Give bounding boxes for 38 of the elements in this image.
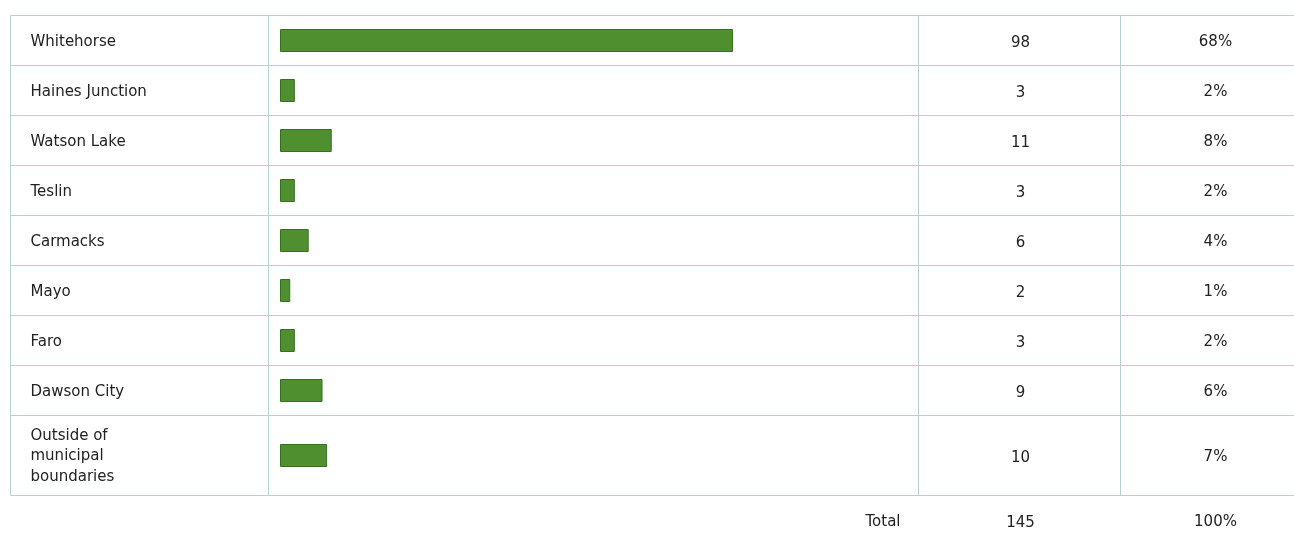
text: 4% <box>1203 231 1228 250</box>
text: 6% <box>1203 381 1228 400</box>
bar <box>280 129 332 152</box>
bar <box>280 329 295 352</box>
text: 2% <box>1203 81 1228 100</box>
y-tick-label: Whitehorse <box>30 31 117 50</box>
y-tick-label: Watson Lake <box>30 131 126 150</box>
data-label: 6 <box>1015 232 1026 251</box>
y-tick-label: Dawson City <box>30 381 125 400</box>
y-tick-label: Faro <box>30 331 62 350</box>
data-label: 9 <box>1015 382 1026 401</box>
y-tick-label: Mayo <box>30 281 71 300</box>
data-label: 2 <box>1015 282 1026 301</box>
data-label: 10 <box>1010 447 1031 466</box>
data-label: 3 <box>1015 182 1026 201</box>
bar <box>280 29 733 52</box>
text: 1% <box>1203 281 1228 300</box>
data-label: 3 <box>1015 332 1026 351</box>
text: 8% <box>1203 131 1228 150</box>
text: 2% <box>1203 331 1228 350</box>
y-tick-label: Outside of municipal boundaries <box>30 425 115 486</box>
y-tick-label: Carmacks <box>30 231 105 250</box>
data-label: 98 <box>1010 32 1031 51</box>
text: 7% <box>1203 446 1228 465</box>
bar <box>280 379 323 402</box>
text: 68% <box>1198 31 1233 50</box>
text: 2% <box>1203 181 1228 200</box>
bar <box>280 179 295 202</box>
text: 100% <box>1194 511 1237 530</box>
y-tick-label: Haines Junction <box>30 81 147 100</box>
text: Total <box>864 511 901 530</box>
bar <box>280 279 291 302</box>
data-label: 3 <box>1015 82 1026 101</box>
bar <box>280 79 295 102</box>
bar <box>280 229 309 252</box>
data-label: 11 <box>1010 132 1031 151</box>
text: 145 <box>1006 512 1035 531</box>
y-tick-label: Teslin <box>29 181 72 200</box>
